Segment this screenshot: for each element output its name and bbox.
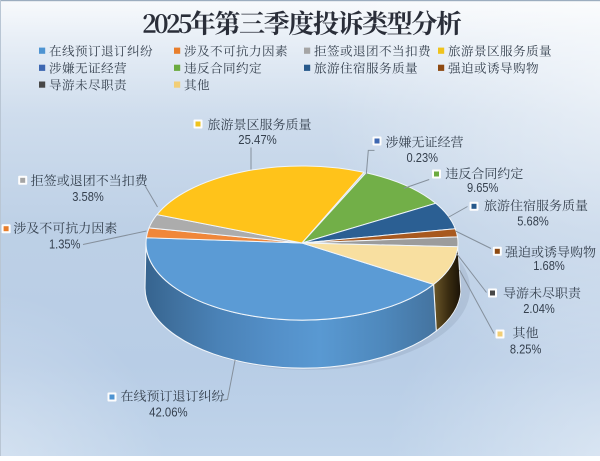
svg-text:2.04%: 2.04% — [523, 301, 555, 316]
svg-text:42.06%: 42.06% — [149, 405, 188, 420]
svg-text:25.47%: 25.47% — [238, 132, 277, 147]
svg-text:3.58%: 3.58% — [72, 189, 104, 204]
svg-text:9.65%: 9.65% — [467, 180, 499, 195]
svg-text:0.23%: 0.23% — [407, 150, 439, 165]
svg-text:8.25%: 8.25% — [510, 342, 542, 357]
svg-text:1.35%: 1.35% — [49, 237, 81, 252]
svg-text:1.68%: 1.68% — [533, 258, 565, 273]
svg-text:5.68%: 5.68% — [517, 214, 549, 229]
